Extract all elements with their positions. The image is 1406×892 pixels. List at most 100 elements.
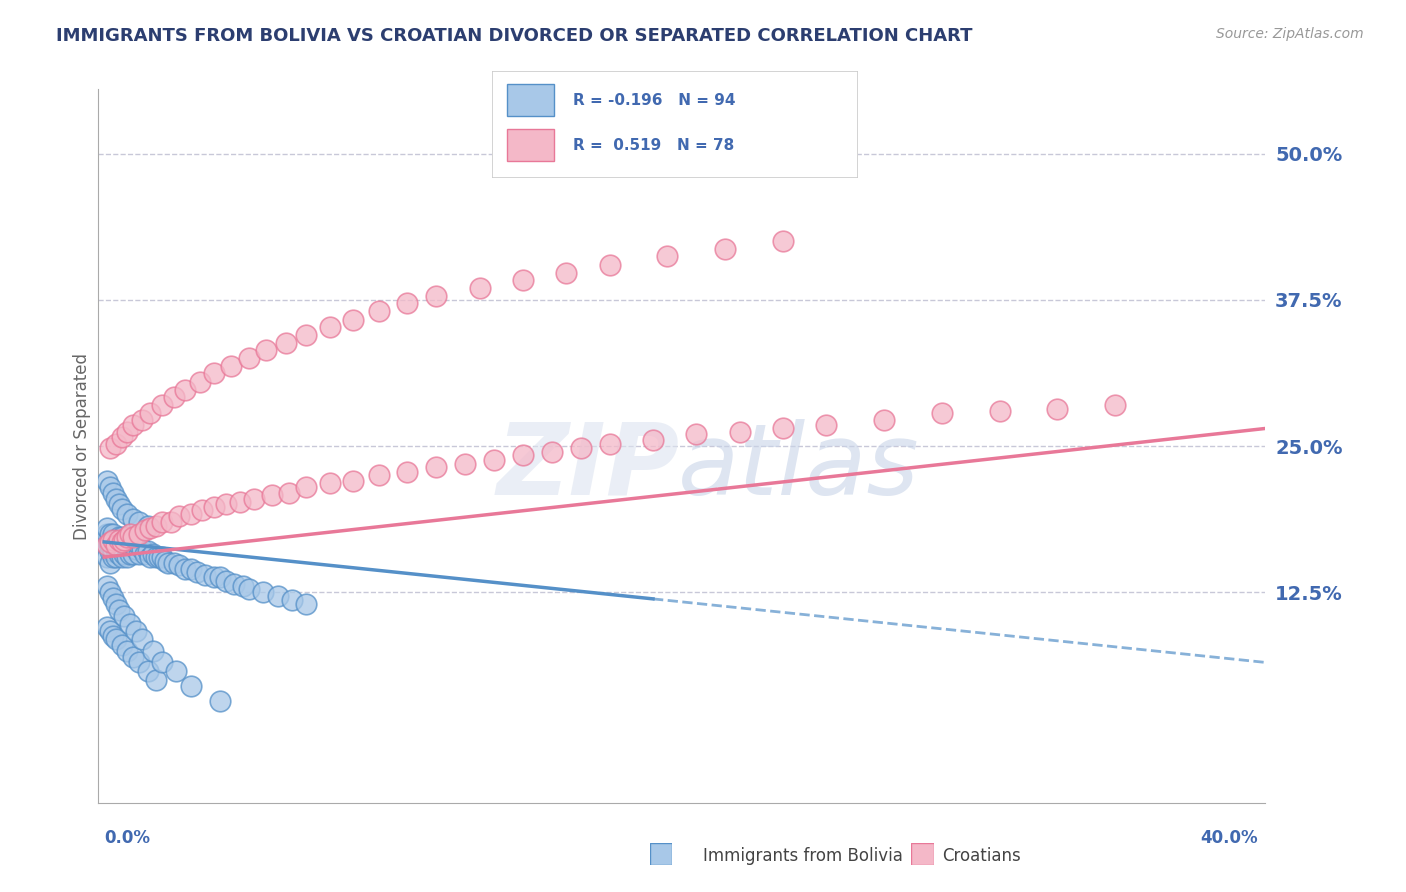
Point — [107, 533, 129, 547]
Point — [110, 530, 132, 544]
Point — [107, 538, 129, 552]
Point — [122, 530, 145, 544]
Point — [988, 404, 1011, 418]
Point — [128, 515, 150, 529]
Text: Croatians: Croatians — [942, 847, 1021, 865]
Point — [104, 533, 127, 547]
Point — [122, 538, 145, 552]
Point — [145, 550, 167, 565]
Text: Source: ZipAtlas.com: Source: ZipAtlas.com — [1216, 27, 1364, 41]
Point — [122, 649, 145, 664]
Point — [194, 567, 217, 582]
Point — [202, 570, 225, 584]
Point — [110, 502, 132, 516]
Point — [367, 304, 389, 318]
Point — [202, 500, 225, 514]
Point — [101, 533, 124, 547]
Point — [599, 258, 621, 272]
Point — [98, 624, 121, 638]
Point — [101, 628, 124, 642]
Point — [122, 547, 145, 561]
Point — [150, 515, 173, 529]
Point — [120, 535, 142, 549]
Point — [120, 526, 142, 541]
Point — [150, 550, 173, 565]
Point — [120, 616, 142, 631]
Point — [131, 413, 153, 427]
Point — [122, 417, 145, 432]
Point — [599, 436, 621, 450]
Point — [112, 608, 135, 623]
Point — [101, 591, 124, 605]
Point — [815, 417, 838, 432]
Point — [254, 343, 277, 357]
Bar — [506, 84, 554, 116]
Point — [555, 266, 578, 280]
Point — [128, 526, 150, 541]
Point — [142, 644, 165, 658]
Point — [101, 544, 124, 558]
Point — [117, 550, 139, 565]
Point — [98, 526, 121, 541]
Point — [772, 421, 794, 435]
Text: IMMIGRANTS FROM BOLIVIA VS CROATIAN DIVORCED OR SEPARATED CORRELATION CHART: IMMIGRANTS FROM BOLIVIA VS CROATIAN DIVO… — [56, 27, 973, 45]
Point — [318, 319, 340, 334]
Point — [162, 556, 184, 570]
Point — [96, 538, 118, 552]
Point — [128, 547, 150, 561]
Point — [150, 656, 173, 670]
Point — [367, 468, 389, 483]
Point — [125, 541, 148, 556]
Point — [295, 597, 318, 611]
Point — [122, 511, 145, 525]
Point — [101, 526, 124, 541]
Point — [342, 474, 364, 488]
Point — [180, 507, 202, 521]
Point — [728, 425, 751, 439]
Point — [425, 289, 447, 303]
Point — [104, 436, 127, 450]
Point — [131, 541, 153, 556]
Point — [98, 585, 121, 599]
Point — [159, 515, 181, 529]
Point — [98, 535, 121, 549]
Point — [454, 457, 477, 471]
Text: R = -0.196   N = 94: R = -0.196 N = 94 — [572, 93, 735, 108]
Point — [145, 518, 167, 533]
Point — [180, 562, 202, 576]
Point — [104, 538, 127, 552]
Point — [112, 547, 135, 561]
Point — [260, 488, 283, 502]
Point — [396, 296, 419, 310]
Point — [541, 445, 564, 459]
Point — [186, 566, 208, 580]
Text: 40.0%: 40.0% — [1201, 829, 1258, 847]
Y-axis label: Divorced or Separated: Divorced or Separated — [73, 352, 91, 540]
Point — [512, 448, 534, 462]
Point — [252, 585, 274, 599]
Point — [221, 359, 243, 374]
Point — [134, 547, 156, 561]
Point — [98, 538, 121, 552]
Point — [98, 442, 121, 456]
Point — [229, 495, 252, 509]
Point — [232, 579, 254, 593]
Point — [120, 547, 142, 561]
Point — [117, 507, 139, 521]
Point — [641, 433, 664, 447]
Point — [117, 425, 139, 439]
Point — [295, 480, 318, 494]
Point — [169, 558, 191, 573]
Text: atlas: atlas — [678, 419, 920, 516]
Point — [281, 593, 304, 607]
Point — [482, 453, 505, 467]
Point — [96, 579, 118, 593]
Text: R =  0.519   N = 78: R = 0.519 N = 78 — [572, 137, 734, 153]
Point — [104, 550, 127, 565]
Point — [145, 673, 167, 687]
Point — [139, 521, 162, 535]
Point — [136, 544, 159, 558]
Point — [101, 533, 124, 547]
Point — [295, 327, 318, 342]
Point — [107, 603, 129, 617]
